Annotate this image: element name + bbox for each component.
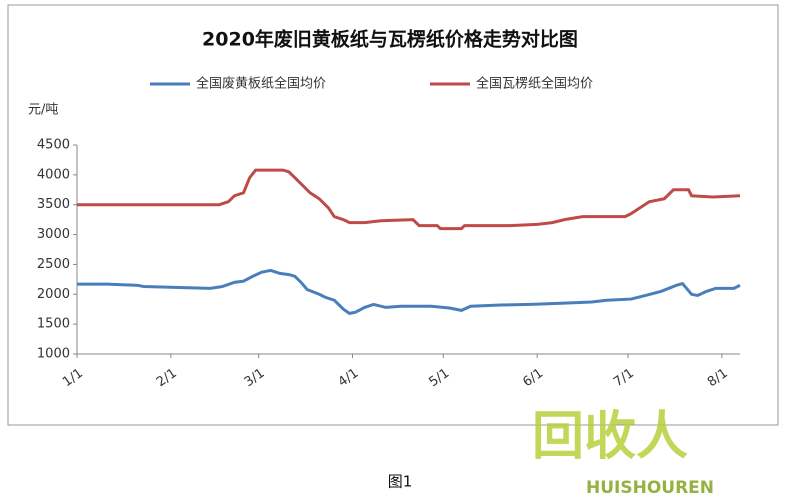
y-tick-label: 3000: [37, 227, 70, 242]
y-tick-label: 1500: [37, 317, 70, 332]
y-tick-label: 2000: [37, 287, 70, 302]
y-tick-label: 4500: [37, 138, 70, 153]
caption: 图1: [388, 473, 413, 491]
y-tick-label: 3500: [37, 197, 70, 212]
y-tick-label: 4000: [37, 167, 70, 182]
watermark-brand: HUISHOUREN: [586, 478, 714, 498]
chart-frame: [7, 4, 779, 426]
series-line: [77, 168, 741, 231]
y-tick-label: 1000: [37, 347, 70, 362]
y-tick-label: 2500: [37, 257, 70, 272]
legend-label: 全国瓦楞纸全国均价: [476, 76, 593, 92]
watermark-logo: 回收人: [532, 407, 688, 467]
y-axis-label: 元/吨: [28, 103, 58, 118]
series-line: [77, 268, 741, 315]
legend-label: 全国废黄板纸全国均价: [196, 76, 326, 92]
chart-title: 2020年废旧黄板纸与瓦楞纸价格走势对比图: [202, 28, 578, 51]
